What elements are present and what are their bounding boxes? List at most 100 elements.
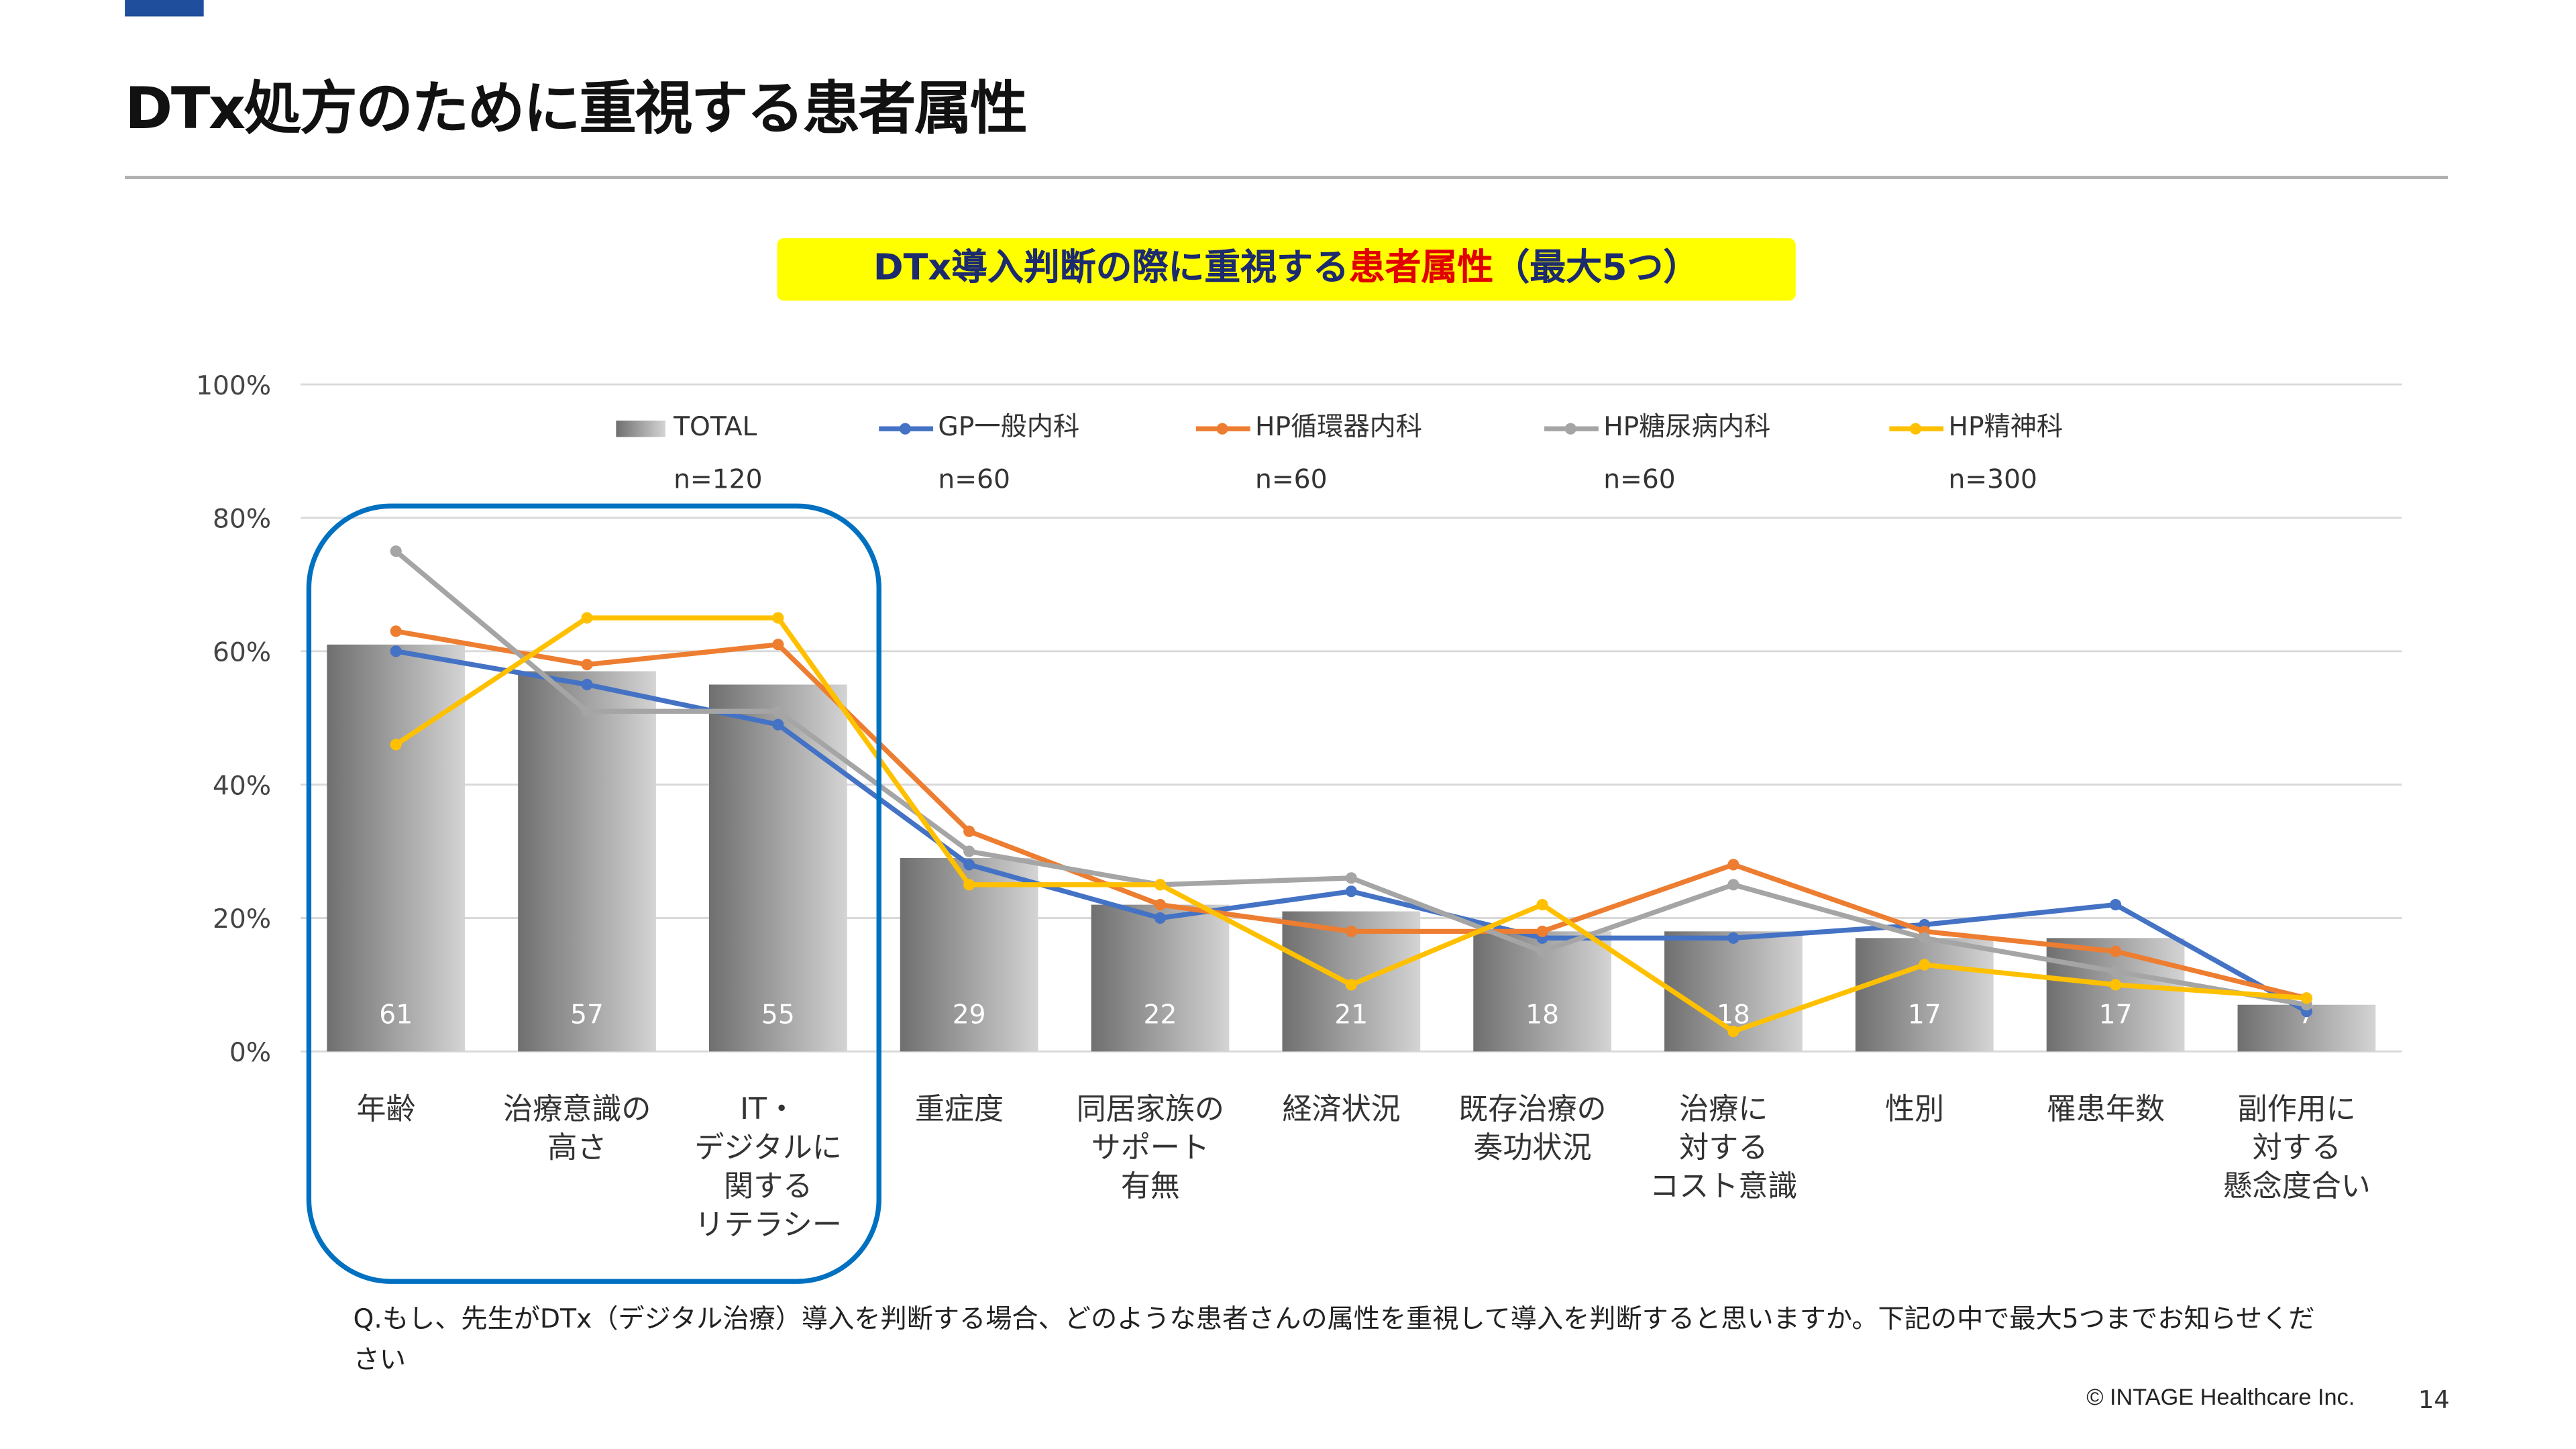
series-point	[963, 825, 975, 837]
series-point	[1727, 932, 1739, 944]
legend-label: HP循環器内科	[1255, 412, 1422, 442]
y-tick-label: 100%	[196, 371, 271, 401]
legend-label: GP一般内科	[938, 412, 1079, 442]
series-point	[2110, 965, 2122, 977]
bar-data-label: 18	[1525, 1000, 1559, 1030]
y-tick-label: 40%	[213, 771, 271, 801]
legend-swatch-point	[899, 423, 911, 435]
series-point	[963, 845, 975, 857]
y-tick-label: 80%	[213, 504, 271, 535]
x-tick-label: デジタルに	[694, 1130, 842, 1165]
subtitle-highlight: 患者属性	[1348, 248, 1494, 290]
corner-accent	[125, 0, 204, 17]
bar-total	[708, 684, 847, 1052]
bar-data-label: 57	[570, 1000, 604, 1030]
bar-total	[518, 671, 656, 1052]
series-point	[581, 705, 593, 717]
bar-total	[1855, 938, 1994, 1052]
legend-swatch-point	[1564, 423, 1576, 435]
series-point	[1154, 879, 1167, 891]
series-point	[581, 659, 593, 671]
series-point	[390, 645, 402, 657]
series-point	[1919, 932, 1931, 944]
legend-swatch-total	[616, 420, 665, 437]
chart-subtitle: DTx導入判断の際に重視する患者属性（最大5つ）	[777, 238, 1796, 301]
series-point	[390, 625, 402, 637]
page-title: DTx処方のために重視する患者属性	[125, 77, 1028, 144]
bar-data-label: 55	[761, 1000, 795, 1030]
series-point	[1536, 945, 1548, 957]
bar-data-label: 17	[2099, 1000, 2133, 1030]
x-tick-label: 奏功状況	[1473, 1130, 1591, 1165]
series-point	[581, 612, 593, 624]
x-tick-label: 同居家族の	[1077, 1092, 1224, 1126]
x-tick-label: IT・	[740, 1092, 796, 1126]
series-point	[390, 545, 402, 557]
bar-total	[1091, 904, 1230, 1052]
bar-data-label: 29	[953, 1000, 986, 1030]
x-tick-label: 副作用に	[2238, 1092, 2356, 1126]
series-point	[1345, 885, 1357, 898]
y-tick-label: 20%	[213, 904, 271, 934]
series-point	[1345, 925, 1357, 937]
series-point	[581, 678, 593, 691]
question-text: Q.もし、先生がDTx（デジタル治療）導入を判断する場合、どのような患者さんの属…	[353, 1303, 2315, 1375]
series-point	[1727, 859, 1739, 871]
series-point	[1345, 979, 1357, 991]
series-point	[772, 705, 784, 717]
x-tick-label: 罹患年数	[2047, 1092, 2165, 1126]
x-tick-label: サポート	[1091, 1130, 1210, 1165]
x-tick-label: コスト意識	[1650, 1169, 1797, 1203]
series-point	[2110, 979, 2122, 991]
x-tick-label: 治療意識の	[503, 1092, 651, 1126]
series-point	[963, 859, 975, 871]
x-tick-label: 重症度	[915, 1092, 1004, 1126]
y-tick-label: 60%	[213, 637, 271, 667]
bar-total	[327, 644, 466, 1052]
series-point	[1154, 912, 1167, 924]
x-tick-label: 高さ	[547, 1130, 606, 1165]
series-point	[772, 612, 784, 624]
legend-label: HP精神科	[1949, 412, 2063, 442]
legend-label: TOTAL	[673, 412, 757, 442]
legend-n: n=120	[674, 464, 762, 494]
series-point	[1536, 925, 1548, 937]
x-tick-label: 有無	[1121, 1169, 1180, 1203]
subtitle-part2: （最大5つ）	[1493, 248, 1700, 290]
series-point	[2300, 992, 2312, 1004]
series-point	[772, 639, 784, 651]
series-point	[1345, 872, 1357, 884]
legend-n: n=60	[938, 464, 1010, 494]
x-tick-label: 年齢	[356, 1092, 415, 1126]
bar-data-label: 22	[1144, 1000, 1177, 1030]
bar-data-label: 61	[379, 1000, 413, 1030]
series-point	[772, 718, 784, 731]
x-tick-label: 性別	[1885, 1092, 1944, 1126]
series-point	[1154, 899, 1167, 911]
series-point	[1727, 879, 1739, 891]
copyright: © INTAGE Healthcare Inc.	[2086, 1383, 2355, 1410]
x-tick-label: 関する	[724, 1169, 812, 1203]
page-number: 14	[2418, 1385, 2450, 1415]
series-point	[1536, 899, 1548, 911]
series-point	[963, 879, 975, 891]
focus-frame	[306, 503, 881, 1284]
bar-data-label: 17	[1908, 1000, 1941, 1030]
legend-label: HP糖尿病内科	[1603, 412, 1770, 442]
x-tick-label: 既存治療の	[1458, 1092, 1606, 1126]
x-tick-label: 懸念度合い	[2223, 1169, 2371, 1203]
series-point	[390, 739, 402, 751]
x-tick-label: 経済状況	[1282, 1092, 1400, 1126]
series-point	[2110, 945, 2122, 957]
series-point	[1727, 1025, 1739, 1038]
subtitle-part1: DTx導入判断の際に重視する	[873, 248, 1349, 290]
series-point	[1919, 959, 1931, 971]
x-tick-label: 治療に	[1679, 1092, 1768, 1126]
x-tick-label: 対する	[1679, 1130, 1768, 1165]
legend-n: n=60	[1603, 464, 1676, 494]
legend-n: n=300	[1949, 464, 2037, 494]
series-point	[2110, 899, 2122, 911]
title-divider	[125, 176, 2449, 179]
bar-data-label: 21	[1334, 1000, 1368, 1030]
